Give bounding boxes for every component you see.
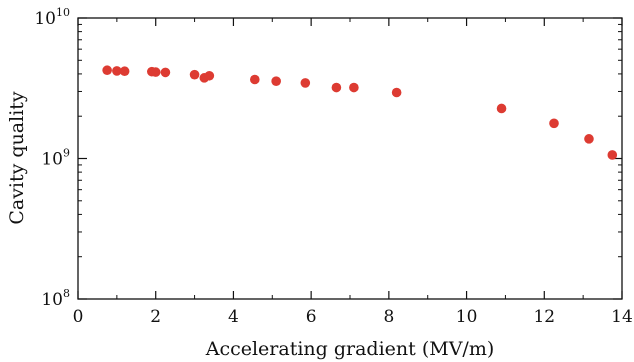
data-point (112, 66, 122, 76)
x-tick-label: 8 (383, 307, 394, 327)
y-tick-base: 10 (34, 9, 56, 29)
y-tick-exponent: 10 (56, 6, 70, 19)
data-point (331, 82, 342, 93)
data-point (119, 66, 130, 77)
y-tick-label: 108 (41, 287, 70, 310)
data-point (584, 134, 594, 144)
x-tick-label: 6 (306, 307, 317, 327)
x-tick-label: 10 (456, 307, 478, 327)
data-point (204, 70, 215, 81)
data-point (102, 65, 112, 76)
data-point (549, 118, 559, 129)
x-tick-label: 12 (533, 307, 555, 327)
data-point (349, 82, 359, 93)
data-points (102, 65, 618, 160)
y-tick-base: 10 (41, 290, 63, 310)
y-tick-label: 1010 (34, 6, 70, 29)
y-tick-exponent: 9 (63, 147, 70, 160)
data-point (189, 69, 200, 80)
x-tick-label: 0 (73, 307, 84, 327)
y-tick-label: 109 (41, 147, 70, 170)
x-tick-label: 14 (611, 307, 633, 327)
data-point (300, 78, 311, 88)
plot-frame (77, 17, 623, 300)
y-tick-base: 10 (41, 150, 63, 170)
data-point (250, 74, 260, 85)
x-tick-label: 2 (150, 307, 161, 327)
y-tick-exponent: 8 (63, 287, 70, 300)
data-point (271, 76, 281, 86)
data-point (391, 87, 402, 98)
data-point (160, 67, 171, 78)
data-point (150, 67, 161, 77)
data-point (607, 150, 618, 160)
x-tick-label: 4 (228, 307, 239, 327)
x-axis: 0 2 4 6 8 10 12 14 (73, 18, 633, 327)
y-axis-label: Cavity quality (6, 91, 28, 225)
x-axis-label: Accelerating gradient (MV/m) (205, 338, 495, 360)
data-point (496, 103, 507, 114)
